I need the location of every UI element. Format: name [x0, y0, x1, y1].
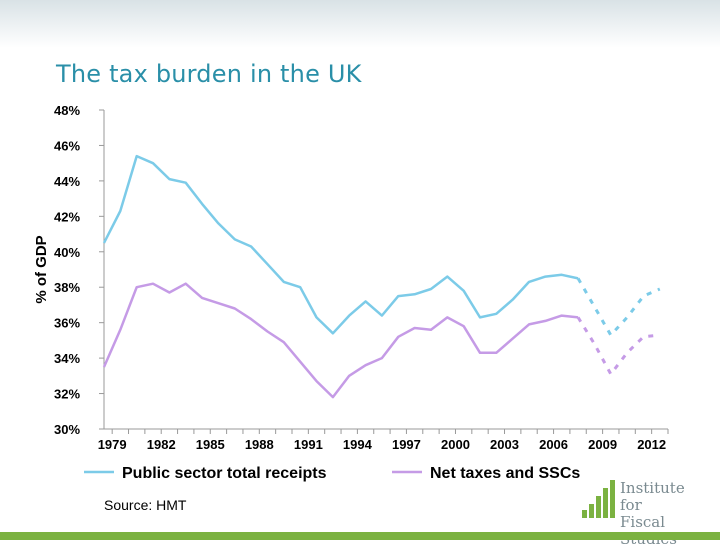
- x-tick-label: 1982: [147, 437, 176, 452]
- x-tick-label: 2003: [490, 437, 519, 452]
- ifs-logo: Institute for Fiscal Studies: [580, 472, 710, 548]
- source-note: Source: HMT: [104, 497, 187, 513]
- x-tick-label: 2009: [588, 437, 617, 452]
- series-projection-public-sector-receipts: [576, 277, 661, 338]
- series-line-public-sector-receipts: [102, 154, 579, 335]
- x-tick-label: 2000: [441, 437, 470, 452]
- y-tick-label: 36%: [54, 316, 80, 331]
- x-tick-label: 2006: [539, 437, 568, 452]
- logo-text-line1: Institute for: [620, 479, 685, 514]
- x-tick-label: 2012: [637, 437, 666, 452]
- x-tick-label: 1994: [343, 437, 373, 452]
- y-tick-label: 38%: [54, 280, 80, 295]
- logo-text-line2: Fiscal Studies: [620, 513, 677, 548]
- header-band: [0, 0, 720, 48]
- x-tick-label: 1997: [392, 437, 421, 452]
- x-tick-label: 1979: [98, 437, 127, 452]
- series-line-net-taxes-sscs: [102, 282, 579, 399]
- y-tick-label: 48%: [54, 103, 80, 118]
- y-tick-label: 30%: [54, 422, 80, 437]
- legend-label: Public sector total receipts: [122, 465, 327, 482]
- y-axis-title: % of GDP: [33, 235, 50, 303]
- bar-chart-logo-icon: [582, 480, 615, 518]
- y-tick-label: 46%: [54, 138, 80, 153]
- y-tick-label: 34%: [54, 351, 80, 366]
- x-tick-label: 1988: [245, 437, 274, 452]
- y-tick-label: 32%: [54, 387, 80, 402]
- slide-title: The tax burden in the UK: [56, 60, 362, 88]
- footer-band: [0, 532, 720, 540]
- series-projection-net-taxes-sscs: [576, 316, 660, 377]
- x-tick-label: 1991: [294, 437, 323, 452]
- legend-label: Net taxes and SSCs: [430, 465, 580, 482]
- y-tick-label: 42%: [54, 209, 80, 224]
- y-tick-label: 44%: [54, 174, 80, 189]
- x-tick-label: 1985: [196, 437, 225, 452]
- y-tick-label: 40%: [54, 245, 80, 260]
